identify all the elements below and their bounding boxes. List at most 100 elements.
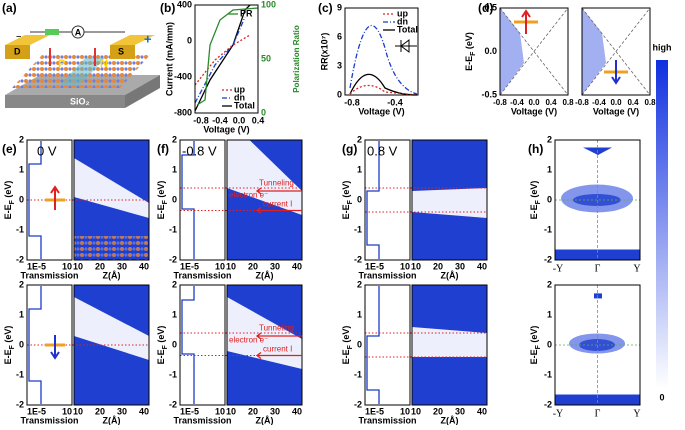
y-axis-label: E-EF (eV) (464, 32, 476, 71)
label: 0 (261, 107, 266, 117)
label: 30 (270, 261, 280, 271)
label-part: E-E (464, 56, 474, 71)
label: Γ (595, 263, 601, 274)
axes-frame (73, 139, 150, 261)
label: Total (397, 24, 418, 34)
dos-region (582, 8, 606, 95)
label: Z(Å) (103, 415, 121, 425)
label: 20 (248, 261, 258, 271)
label: 30 (270, 406, 280, 416)
label: current I (263, 200, 292, 209)
label: 0 (357, 339, 362, 349)
label: high (653, 42, 672, 52)
band-bottom (555, 394, 640, 405)
label: 20 (95, 406, 105, 416)
label: 10 (411, 261, 421, 271)
label: -0.4 (592, 98, 606, 107)
label: 100 (261, 0, 276, 9)
label-part: F (470, 51, 477, 56)
curve (28, 141, 42, 259)
label-part: F (535, 199, 542, 204)
label: -0.4 (510, 98, 524, 107)
label: 0.8 V (367, 143, 398, 158)
label-part: F (535, 344, 542, 349)
label-part: (eV) (529, 326, 539, 346)
heatmap-band (74, 297, 149, 360)
label: 10 (215, 261, 225, 271)
label-part: E-E (3, 349, 13, 364)
label: -Y (553, 408, 564, 419)
curve (255, 351, 302, 360)
label: 30 (455, 261, 465, 271)
curve (196, 7, 259, 106)
label: Voltage (V) (593, 106, 639, 116)
label: electron e⁻ (229, 336, 268, 345)
label: PR (240, 8, 253, 18)
label: 1 (172, 309, 177, 319)
colorbar (656, 60, 668, 388)
label: 30 (455, 406, 465, 416)
label: 0.0 (484, 46, 497, 56)
axes-frame (554, 284, 641, 406)
label-part: (eV) (341, 326, 351, 346)
label-part: E-E (529, 349, 539, 364)
dos-region (500, 8, 524, 95)
label: 40 (292, 406, 302, 416)
label: Transmission (20, 415, 78, 425)
label: 0 (547, 194, 552, 204)
label: 0.0 (528, 98, 540, 107)
label: up (397, 8, 408, 18)
curve (366, 286, 380, 404)
label: 10 (73, 406, 83, 416)
curve (50, 185, 60, 210)
label: Tunneling (259, 324, 294, 333)
axes-frame (344, 7, 419, 96)
label: -2 (544, 399, 552, 409)
label-part: (eV) (529, 181, 539, 201)
label: (b) (160, 1, 175, 15)
label: 10 (400, 406, 410, 416)
label-part: E-E (156, 204, 166, 219)
label: 1E-5 (27, 261, 46, 271)
polarity: + (144, 31, 152, 46)
label: -1 (544, 224, 552, 234)
label: 2 (172, 279, 177, 289)
label: 400 (177, 0, 192, 9)
label: -1 (169, 224, 177, 234)
label-part: E-E (156, 349, 166, 364)
label: Voltage (V) (203, 124, 249, 134)
label: -0.8 (344, 97, 360, 107)
axes-frame (364, 284, 411, 406)
axes-frame (411, 139, 488, 261)
label: Y (633, 263, 640, 274)
label: -0.8 (575, 98, 589, 107)
label: 3 (337, 60, 342, 70)
label: RR(x10⁷) (319, 33, 329, 71)
label: -800 (174, 107, 192, 117)
label-part: E-E (3, 204, 13, 219)
label: 0 (357, 194, 362, 204)
label: Current (mA/mm) (164, 22, 174, 96)
region-label: N (100, 58, 108, 70)
label: 10 (226, 406, 236, 416)
label: -1 (16, 369, 24, 379)
label: 1 (19, 309, 24, 319)
heatmap-band (412, 188, 487, 218)
curve (499, 7, 569, 96)
label: 50 (261, 53, 271, 63)
label: 1 (357, 309, 362, 319)
y-axis-label: E-EF (eV) (156, 181, 168, 220)
label: 2 (547, 134, 552, 144)
label: 0 (659, 392, 664, 402)
label: Z(Å) (103, 270, 121, 280)
label-part: F (162, 344, 169, 349)
axes-frame (554, 139, 641, 261)
axes-frame (499, 7, 569, 96)
heatmap-band (227, 140, 302, 215)
electrode-label: D (14, 46, 21, 56)
band-top (594, 293, 602, 299)
y-axis-label: E-EF (eV) (341, 326, 353, 365)
label-part: F (162, 199, 169, 204)
label: 40 (477, 261, 487, 271)
curve (395, 39, 417, 53)
